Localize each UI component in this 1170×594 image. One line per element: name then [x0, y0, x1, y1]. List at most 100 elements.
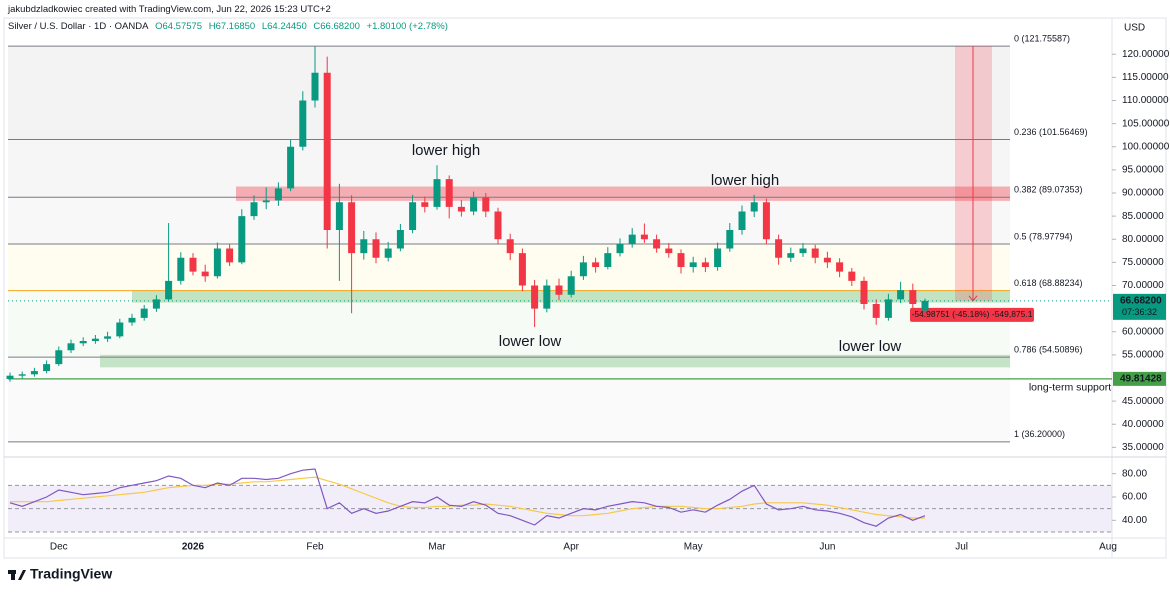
fib-fill [8, 357, 1010, 442]
candle-body [872, 304, 880, 318]
rsi-y-tick-label: 80.00 [1122, 468, 1147, 479]
x-tick-label: 2026 [182, 542, 205, 553]
open: O64.57575 [155, 21, 203, 32]
logo-part [11, 570, 15, 580]
candle-body [567, 276, 575, 295]
candle-body [323, 72, 331, 230]
candle-body [884, 299, 892, 318]
candle-body [140, 308, 148, 318]
last-price-label: 66.68200 [1120, 295, 1162, 306]
y-tick-label: 105.00000 [1122, 118, 1170, 129]
fib-label: 0 (121.75587) [1014, 34, 1070, 44]
x-tick-label: Apr [563, 542, 579, 553]
y-tick-label: 80.00000 [1122, 234, 1164, 245]
y-tick-label: 85.00000 [1122, 211, 1164, 222]
candle-body [299, 100, 307, 147]
symbol-legend: Silver / U.S. Dollar · 1D · OANDA O64.57… [8, 21, 452, 32]
candle-body [653, 239, 661, 249]
y-tick-label: 40.00000 [1122, 419, 1164, 430]
x-tick-label: Mar [428, 542, 446, 553]
candle-body [689, 262, 697, 267]
candle-body [726, 230, 734, 249]
fib-label: 0.618 (68.88234) [1014, 278, 1083, 288]
candle-body [836, 262, 844, 272]
candle-body [482, 197, 490, 212]
candle-body [18, 374, 26, 376]
annotation: lower low [499, 333, 562, 350]
x-tick-label: Jun [819, 542, 835, 553]
x-tick-label: Jul [955, 542, 968, 553]
candle-body [79, 341, 87, 344]
candle-body [787, 253, 795, 258]
y-tick-label: 55.00000 [1122, 350, 1164, 361]
candle-body [152, 299, 160, 309]
candle-body [213, 248, 221, 277]
candle-body [592, 262, 600, 267]
candle-body [555, 285, 563, 295]
candle-body [738, 211, 746, 230]
candle-body [921, 300, 929, 311]
candle-body [470, 197, 478, 212]
candle-body [348, 202, 356, 254]
candle-body [287, 146, 295, 189]
fib-label: 0.786 (54.50896) [1014, 345, 1083, 355]
candle-body [531, 285, 539, 309]
candle-body [640, 234, 648, 240]
candle-body [372, 239, 380, 258]
candle-body [909, 290, 917, 304]
countdown: 07:36:32 [1122, 307, 1157, 317]
footer-brand: TradingView [30, 566, 112, 582]
candle-body [775, 239, 783, 258]
candle-body [274, 188, 282, 201]
y-tick-label: 115.00000 [1122, 72, 1169, 83]
y-tick-label: 110.00000 [1122, 95, 1169, 106]
footer-logo [8, 570, 26, 580]
x-tick-label: May [684, 542, 703, 553]
fib-fill [8, 139, 1010, 198]
candle-body [433, 179, 441, 207]
annotation: lower high [711, 172, 779, 189]
candle-body [518, 253, 526, 286]
candle-body [165, 280, 173, 300]
frame [3, 17, 1167, 559]
candle-body [189, 257, 197, 272]
candle-body [457, 206, 465, 212]
candle-body [579, 262, 587, 277]
support-text: long-term support [1029, 382, 1111, 394]
close: C66.68200 [313, 21, 360, 32]
candle-body [506, 239, 514, 254]
candle-body [262, 200, 270, 203]
candle-body [238, 216, 246, 263]
candle-body [360, 239, 368, 254]
candle-body [665, 248, 673, 254]
fib-label: 0.382 (89.07353) [1014, 185, 1083, 195]
candle-body [55, 350, 63, 365]
logo-part [18, 570, 26, 580]
y-tick-label: 75.00000 [1122, 257, 1164, 268]
candle-body [628, 234, 636, 244]
candle-body [860, 280, 868, 304]
high: H67.16850 [208, 21, 256, 32]
currency: USD [1124, 23, 1145, 34]
fib-fill [8, 290, 1010, 358]
candle-body [848, 271, 856, 281]
candle-body [201, 271, 209, 277]
candle-body [384, 248, 392, 258]
change: +1.80100 (+2.78%) [366, 21, 448, 32]
rsi-y-tick-label: 60.00 [1122, 492, 1147, 503]
last-price-box [1113, 293, 1166, 320]
fib-label: 0.5 (78.97794) [1014, 231, 1073, 241]
candle-body [67, 343, 75, 351]
annotation: lower high [412, 142, 480, 159]
candle-body [811, 248, 819, 258]
candle-body [897, 290, 905, 300]
candle-body [43, 364, 51, 372]
y-tick-label: 35.00000 [1122, 442, 1164, 453]
candle-body [226, 248, 234, 263]
candle-body [409, 202, 417, 230]
candle-body [445, 179, 453, 207]
y-tick-label: 120.00000 [1122, 49, 1170, 60]
rsi-line [9, 468, 926, 527]
candle-body [30, 371, 38, 375]
